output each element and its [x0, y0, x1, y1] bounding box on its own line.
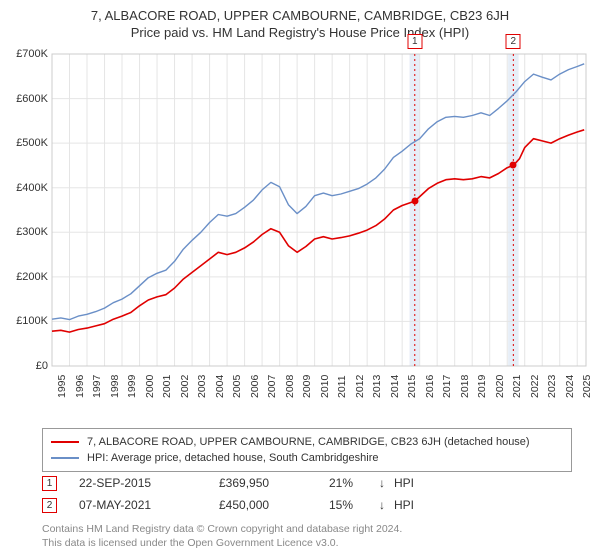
legend-label-series-2: HPI: Average price, detached house, Sout…	[87, 452, 378, 464]
legend-swatch-series-2	[51, 457, 79, 459]
footer-attribution: Contains HM Land Registry data © Crown c…	[42, 522, 402, 550]
x-axis-tick-label: 2009	[301, 375, 313, 398]
x-axis-tick-label: 2005	[231, 375, 243, 398]
x-axis-tick-label: 1996	[74, 375, 86, 398]
down-arrow-icon: ↓	[379, 476, 394, 490]
chart-svg	[0, 48, 600, 418]
x-axis-tick-label: 2013	[371, 375, 383, 398]
x-axis-tick-label: 2014	[389, 375, 401, 398]
sale-marker-badge: 1	[42, 476, 57, 491]
y-axis-tick-label: £0	[4, 360, 48, 372]
sale-pct: 21%	[329, 476, 379, 490]
sale-pct: 15%	[329, 498, 379, 512]
x-axis-tick-label: 2025	[581, 375, 593, 398]
sale-price: £369,950	[219, 476, 329, 490]
x-axis-tick-label: 2010	[319, 375, 331, 398]
x-axis-tick-label: 2003	[196, 375, 208, 398]
x-axis-tick-label: 2016	[424, 375, 436, 398]
sale-marker-badge: 2	[42, 498, 57, 513]
x-axis-tick-label: 2020	[494, 375, 506, 398]
footer-line: Contains HM Land Registry data © Crown c…	[42, 522, 402, 536]
chart-title: 7, ALBACORE ROAD, UPPER CAMBOURNE, CAMBR…	[0, 0, 600, 23]
x-axis-tick-label: 2008	[284, 375, 296, 398]
x-axis-tick-label: 2022	[529, 375, 541, 398]
x-axis-tick-label: 2002	[179, 375, 191, 398]
x-axis-tick-label: 1995	[56, 375, 68, 398]
legend-row: 7, ALBACORE ROAD, UPPER CAMBOURNE, CAMBR…	[51, 434, 563, 450]
down-arrow-icon: ↓	[379, 498, 394, 512]
y-axis-tick-label: £400K	[4, 182, 48, 194]
sale-ref: HPI	[394, 498, 414, 512]
x-axis-tick-label: 2006	[249, 375, 261, 398]
x-axis-tick-label: 2024	[564, 375, 576, 398]
legend-swatch-series-1	[51, 441, 79, 443]
x-axis-tick-label: 2012	[354, 375, 366, 398]
x-axis-tick-label: 2017	[441, 375, 453, 398]
sale-date: 22-SEP-2015	[79, 476, 219, 490]
sale-price: £450,000	[219, 498, 329, 512]
sale-marker-badge-on-chart: 1	[407, 34, 422, 49]
x-axis-tick-label: 2023	[546, 375, 558, 398]
y-axis-tick-label: £100K	[4, 315, 48, 327]
x-axis-tick-label: 2000	[144, 375, 156, 398]
footer-line: This data is licensed under the Open Gov…	[42, 536, 402, 550]
y-axis-tick-label: £200K	[4, 271, 48, 283]
legend: 7, ALBACORE ROAD, UPPER CAMBOURNE, CAMBR…	[42, 428, 572, 472]
x-axis-tick-label: 2021	[511, 375, 523, 398]
legend-label-series-1: 7, ALBACORE ROAD, UPPER CAMBOURNE, CAMBR…	[87, 436, 530, 448]
table-row: 2 07-MAY-2021 £450,000 15% ↓ HPI	[42, 494, 572, 516]
x-axis-tick-label: 2018	[459, 375, 471, 398]
y-axis-tick-label: £700K	[4, 48, 48, 60]
x-axis-tick-label: 2015	[406, 375, 418, 398]
x-axis-tick-label: 2019	[476, 375, 488, 398]
x-axis-tick-label: 2007	[266, 375, 278, 398]
sale-marker-badge-on-chart: 2	[506, 34, 521, 49]
sales-table: 1 22-SEP-2015 £369,950 21% ↓ HPI 2 07-MA…	[42, 472, 572, 516]
x-axis-tick-label: 1997	[91, 375, 103, 398]
chart-area: £0 £100K £200K £300K £400K £500K £600K £700K 19…	[0, 48, 600, 418]
legend-row: HPI: Average price, detached house, Sout…	[51, 450, 563, 466]
x-axis-tick-label: 2001	[161, 375, 173, 398]
y-axis-tick-label: £300K	[4, 226, 48, 238]
y-axis-tick-label: £600K	[4, 93, 48, 105]
sale-marker-dot	[411, 198, 418, 205]
y-axis-tick-label: £500K	[4, 137, 48, 149]
x-axis-tick-label: 1999	[126, 375, 138, 398]
sale-date: 07-MAY-2021	[79, 498, 219, 512]
x-axis-tick-label: 2011	[336, 375, 348, 398]
sale-marker-dot	[510, 162, 517, 169]
x-axis-tick-label: 1998	[109, 375, 121, 398]
x-axis-tick-label: 2004	[214, 375, 226, 398]
sale-ref: HPI	[394, 476, 414, 490]
table-row: 1 22-SEP-2015 £369,950 21% ↓ HPI	[42, 472, 572, 494]
